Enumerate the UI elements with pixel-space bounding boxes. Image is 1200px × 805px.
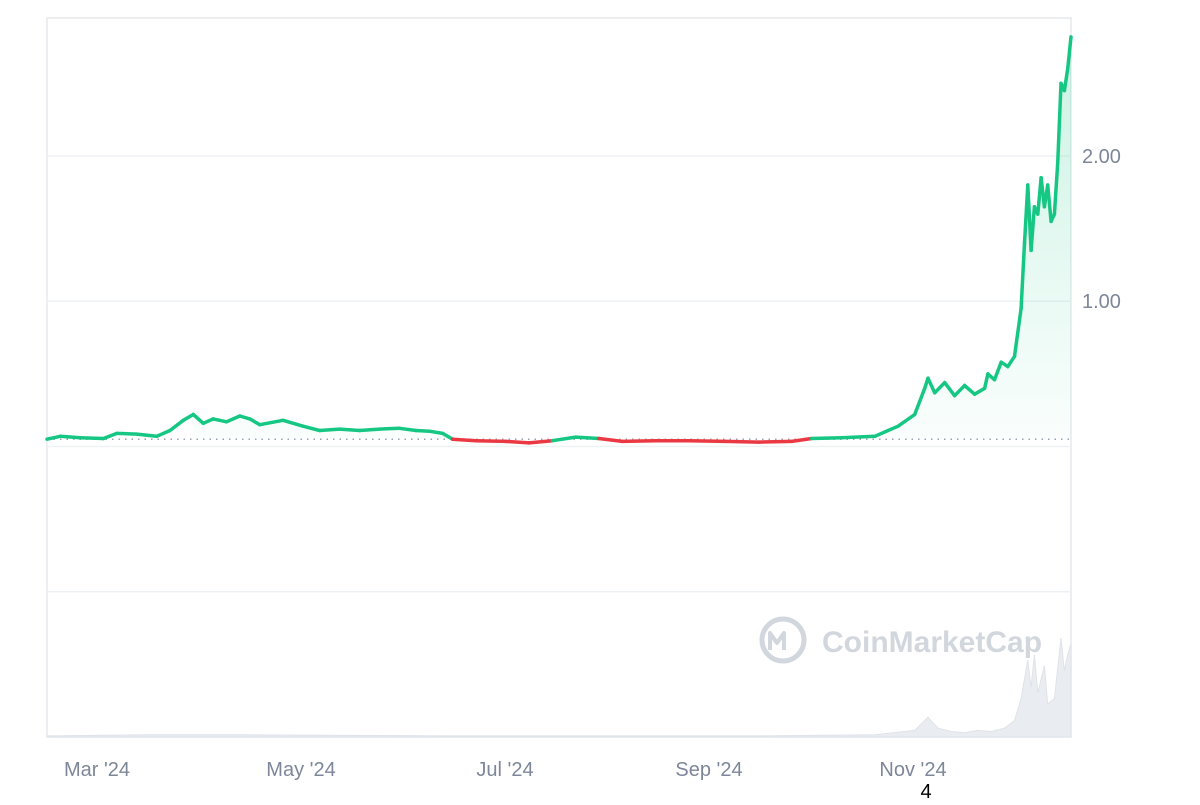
price-line-segment bbox=[357, 427, 382, 433]
price-line-segment bbox=[397, 426, 418, 433]
x-tick-label: Mar '24 bbox=[64, 759, 130, 781]
price-line-segment bbox=[58, 434, 82, 440]
price-line-segment bbox=[474, 438, 508, 444]
price-line-segment bbox=[1012, 306, 1023, 359]
price-line-segment bbox=[1062, 67, 1070, 93]
price-line-segment bbox=[992, 360, 1003, 382]
price-line-segment bbox=[440, 431, 455, 441]
price-line-segment bbox=[135, 432, 159, 439]
axis-ticks: Mar '24 May '24 Jul '24 Sep '24 Nov '24 1.00 2… bbox=[64, 146, 1121, 781]
price-line-segment bbox=[1055, 81, 1063, 166]
price-line-segment bbox=[789, 436, 814, 444]
price-line-segment bbox=[224, 414, 242, 424]
price-line-segment bbox=[839, 434, 877, 440]
price-line-segment bbox=[201, 417, 215, 426]
x-tick-label: Jul '24 bbox=[476, 759, 533, 781]
price-line-segment bbox=[809, 436, 844, 441]
price-line-segment bbox=[896, 412, 917, 428]
price-line-segment bbox=[504, 439, 531, 445]
price-line-segment bbox=[873, 424, 900, 439]
x-tick-label: Nov '24 bbox=[879, 759, 946, 781]
price-line-segment bbox=[1065, 35, 1073, 71]
price-line-segment bbox=[101, 431, 119, 441]
price-line-segment bbox=[1029, 205, 1037, 253]
price-area-fill bbox=[193, 36, 1072, 443]
price-line-segment bbox=[912, 386, 927, 417]
plot-frame bbox=[46, 17, 1072, 738]
price-line-segment bbox=[281, 418, 305, 428]
price-line-segment bbox=[620, 438, 658, 444]
price-line-segment bbox=[181, 412, 196, 423]
price-line-segment bbox=[1019, 241, 1027, 311]
y-tick-label: 2.00 bbox=[1082, 146, 1121, 168]
price-line-segment bbox=[154, 428, 172, 439]
price-line-segment bbox=[45, 434, 63, 441]
grid-lines bbox=[47, 155, 1071, 593]
price-line-segment bbox=[942, 380, 957, 398]
price-line-segment bbox=[427, 429, 445, 436]
price-line-segment bbox=[1006, 354, 1017, 369]
footnote-label: 4 bbox=[920, 781, 931, 800]
price-line-segment bbox=[686, 438, 727, 444]
price-line-segment bbox=[377, 426, 402, 431]
price-line-segment bbox=[527, 438, 555, 445]
coinmarketcap-logo-icon bbox=[759, 616, 807, 664]
price-series bbox=[45, 35, 1073, 445]
price-line-segment bbox=[258, 418, 285, 427]
price-line-segment bbox=[337, 427, 362, 433]
coinmarketcap-watermark: CoinMarketCap bbox=[759, 616, 1042, 664]
y-tick-label: 1.00 bbox=[1082, 291, 1121, 313]
price-line-segment bbox=[932, 380, 947, 395]
volume-area bbox=[46, 637, 1072, 738]
price-line-segment bbox=[972, 386, 987, 396]
price-line-segment bbox=[597, 436, 624, 444]
price-line-segment bbox=[301, 424, 322, 433]
volume-bars bbox=[46, 637, 1072, 738]
x-tick-label: May '24 bbox=[266, 759, 335, 781]
price-line-segment bbox=[414, 428, 432, 433]
price-line-segment bbox=[926, 376, 937, 395]
price-line-segment bbox=[550, 435, 578, 443]
price-line-segment bbox=[168, 418, 186, 433]
price-line-segment bbox=[962, 383, 977, 396]
price-line-segment bbox=[78, 436, 106, 441]
price-line-segment bbox=[952, 383, 967, 398]
x-tick-label: Sep '24 bbox=[675, 759, 742, 781]
price-line-segment bbox=[211, 417, 229, 424]
price-line-segment bbox=[115, 431, 139, 436]
price-line-segment bbox=[982, 372, 990, 391]
price-line-segment bbox=[317, 427, 342, 433]
price-line-segment bbox=[450, 437, 478, 443]
price-line-segment bbox=[573, 435, 601, 441]
price-line-segment bbox=[191, 412, 206, 426]
price-line-segment bbox=[1052, 161, 1060, 216]
price-line-segment bbox=[248, 417, 262, 427]
price-line-segment bbox=[756, 439, 794, 444]
watermark-text: CoinMarketCap bbox=[822, 626, 1042, 659]
price-line-segment bbox=[1045, 183, 1053, 224]
price-line-segment bbox=[723, 439, 761, 444]
